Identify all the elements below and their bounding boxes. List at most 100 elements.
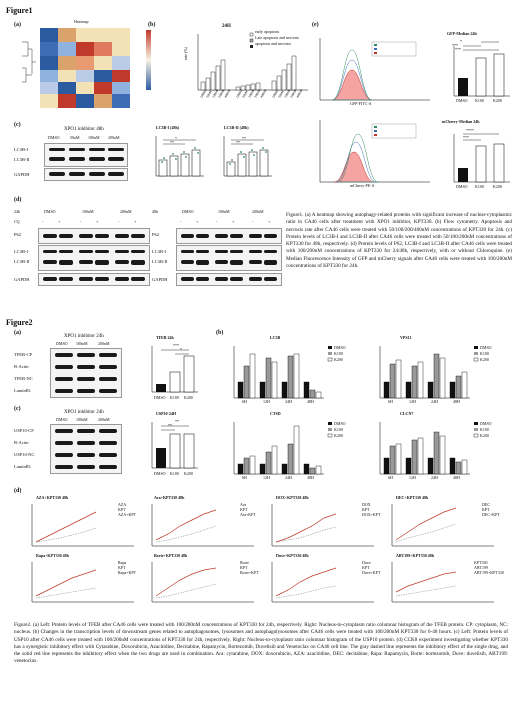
cck8-borte-legend-1: Borte <box>240 560 249 565</box>
lc3b-blot-48h <box>176 245 282 271</box>
svg-text:DMSO: DMSO <box>235 88 243 98</box>
fig1-panel-a-letter: (a) <box>14 22 21 28</box>
figure1-title: Figure1 <box>6 6 33 15</box>
cck8-ara-legend-2: KPT <box>240 507 248 512</box>
gfp-title: GFP-Median 24h <box>447 31 477 36</box>
fig1d-cq-5: - <box>118 219 120 224</box>
cck8-dox-legend-3: DOX+KPT <box>362 512 381 517</box>
gfp-group-2: K100 <box>475 98 484 103</box>
vps11-legend-1: DMSO <box>480 345 492 350</box>
fig1d-left-g1: DMSO <box>44 209 56 214</box>
fig1d-right-g2: 100nM <box>218 209 230 214</box>
fig1b-ylabel: rate (%) <box>183 47 188 60</box>
usp10-sig-2: ** <box>168 423 172 428</box>
ctsd-legend-1: DMSO <box>334 421 346 426</box>
lc3bi-chart-title: LC3B-I (48h) <box>156 125 180 130</box>
cck8-rapa-legend-2: KPT <box>118 565 126 570</box>
fig2c-row-2: B-Actin <box>14 440 29 445</box>
svg-text:200nM: 200nM <box>289 88 297 98</box>
fig1c-blot-title: XPO1 inhibitor 48h <box>64 127 104 132</box>
cck8-chart-abt199 <box>391 562 494 603</box>
mcherry-histogram <box>319 120 430 183</box>
ctsd-legend-3: K200 <box>334 433 343 438</box>
fig1d-rcq-3: - <box>216 219 218 224</box>
fig1-panel-d-letter: (d) <box>14 197 22 203</box>
fig1d-cq-6: + <box>134 219 137 224</box>
fig1d-left-row-lc3bi: LC3B-I <box>14 249 28 254</box>
fig2a-row-4: LaminB1 <box>14 388 31 393</box>
lc3bii-sig-1: ** <box>242 136 246 141</box>
cck8-abt-legend-2: ABT199 <box>474 565 488 570</box>
ctsd-chart-title: CTSD <box>270 411 281 416</box>
fig2c-lane-1: DMSO <box>56 417 68 422</box>
p62-blot-48h <box>176 228 282 244</box>
lc3bi-sig-1: * <box>175 136 177 141</box>
cck8-borte-legend-2: KPT <box>240 565 248 570</box>
fig1b-legend-2: Late apoptosis and necrosis <box>255 35 300 40</box>
gfp-xlabel: GFP-FITC-A <box>350 101 372 106</box>
cck8-chart-aza <box>31 504 134 547</box>
cck8-aza-legend-1: AZA <box>118 502 127 507</box>
gfp-bar-k200 <box>493 53 505 97</box>
svg-text:100nM: 100nM <box>247 88 255 98</box>
fig1d-left-time: 24h <box>14 209 20 214</box>
cck8-title-1: AZA+KPT330 48h <box>36 495 69 500</box>
cck8-aza-legend-3: AZA+KPT <box>118 512 137 517</box>
gfp-sig-3: *** <box>455 47 461 52</box>
clcn7-legend-2: K100 <box>480 427 489 432</box>
fig1c-lane-1: DMSO <box>48 135 60 140</box>
heatmap-cells <box>40 28 130 108</box>
mcherry-bar-chart <box>453 133 510 183</box>
fig2c-row-1: USP10-CP <box>14 428 34 433</box>
fig1d-cq-2: + <box>58 219 61 224</box>
cck8-dec-legend-3: DEC+KPT <box>482 512 500 517</box>
fig1d-right-time: 48h <box>152 209 158 214</box>
fig1d-rcq-1: - <box>180 219 182 224</box>
cck8-abt-legend-3: ABT199+KPT330 <box>474 570 504 575</box>
cck8-chart-dec <box>391 504 494 547</box>
fig1d-left-g2: 100nM <box>82 209 94 214</box>
tfeb-blot <box>50 348 122 398</box>
fig1c-row-lc3bi: LC3B-I <box>14 147 28 152</box>
fig1b-legend-3: apoptosis and necrosis <box>255 41 291 46</box>
ctsd-time-2: 12H <box>263 475 270 480</box>
gapdh-blot-48h <box>176 273 282 286</box>
cck8-duve-legend-3: Duve+KPT <box>362 570 381 575</box>
mch-bar-k100 <box>475 145 487 183</box>
cck8-ara-legend-3: Ara+KPT <box>240 512 256 517</box>
fig2a-row-3: TFEB-NC <box>14 376 33 381</box>
fig2a-row-2: B-Actin <box>14 364 29 369</box>
usp10-group-1: DMSO <box>154 471 166 476</box>
tfeb-sig-1: *** <box>173 343 179 348</box>
svg-text:200nM: 200nM <box>217 88 225 98</box>
svg-text:50nM: 50nM <box>241 90 248 99</box>
clcn7-transcript-chart <box>379 422 479 475</box>
fig1d-right-row-lc3bii: LC3B-II <box>152 259 168 264</box>
cck8-dec-legend-2: KPT <box>482 507 490 512</box>
lc3b-blot-24h <box>38 245 150 271</box>
lc3b-transcript-chart <box>233 346 333 399</box>
svg-text:400nM: 400nM <box>259 88 267 98</box>
fig1d-cq-1: - <box>42 219 44 224</box>
vps11-time-4: 48H <box>453 399 460 404</box>
cck8-title-6: Borte+KPT330 48h <box>154 553 188 558</box>
cck8-dox-legend-1: DOX <box>362 502 371 507</box>
cck8-chart-dox <box>271 504 374 547</box>
vps11-legend-2: K100 <box>480 351 489 356</box>
mcherry-title: mCherry-Median 24h <box>442 119 480 124</box>
cck8-title-4: DEC+KPT330 48h <box>396 495 429 500</box>
clcn7-time-3: 24H <box>431 475 438 480</box>
lc3b-time-4: 48H <box>307 399 314 404</box>
lc3b-legend-3: K200 <box>334 357 343 362</box>
fig2c-blot-title: XPO1 inhibitor 24h <box>64 410 104 415</box>
ctsd-legend-2: K100 <box>334 427 343 432</box>
fig2-panel-c-letter: (c) <box>14 406 21 412</box>
mcherry-xlabel: mCherry-PE-A <box>350 183 375 188</box>
cck8-rapa-legend-3: Rapa+KPT <box>118 570 137 575</box>
fig2c-row-3: USP10-NC <box>14 452 35 457</box>
mch-sig-1: **** <box>466 128 474 133</box>
mch-group-3: K200 <box>493 184 502 189</box>
fig1-panel-b-letter: (b) <box>148 22 156 28</box>
usp10-sig-1: ** <box>175 419 179 424</box>
